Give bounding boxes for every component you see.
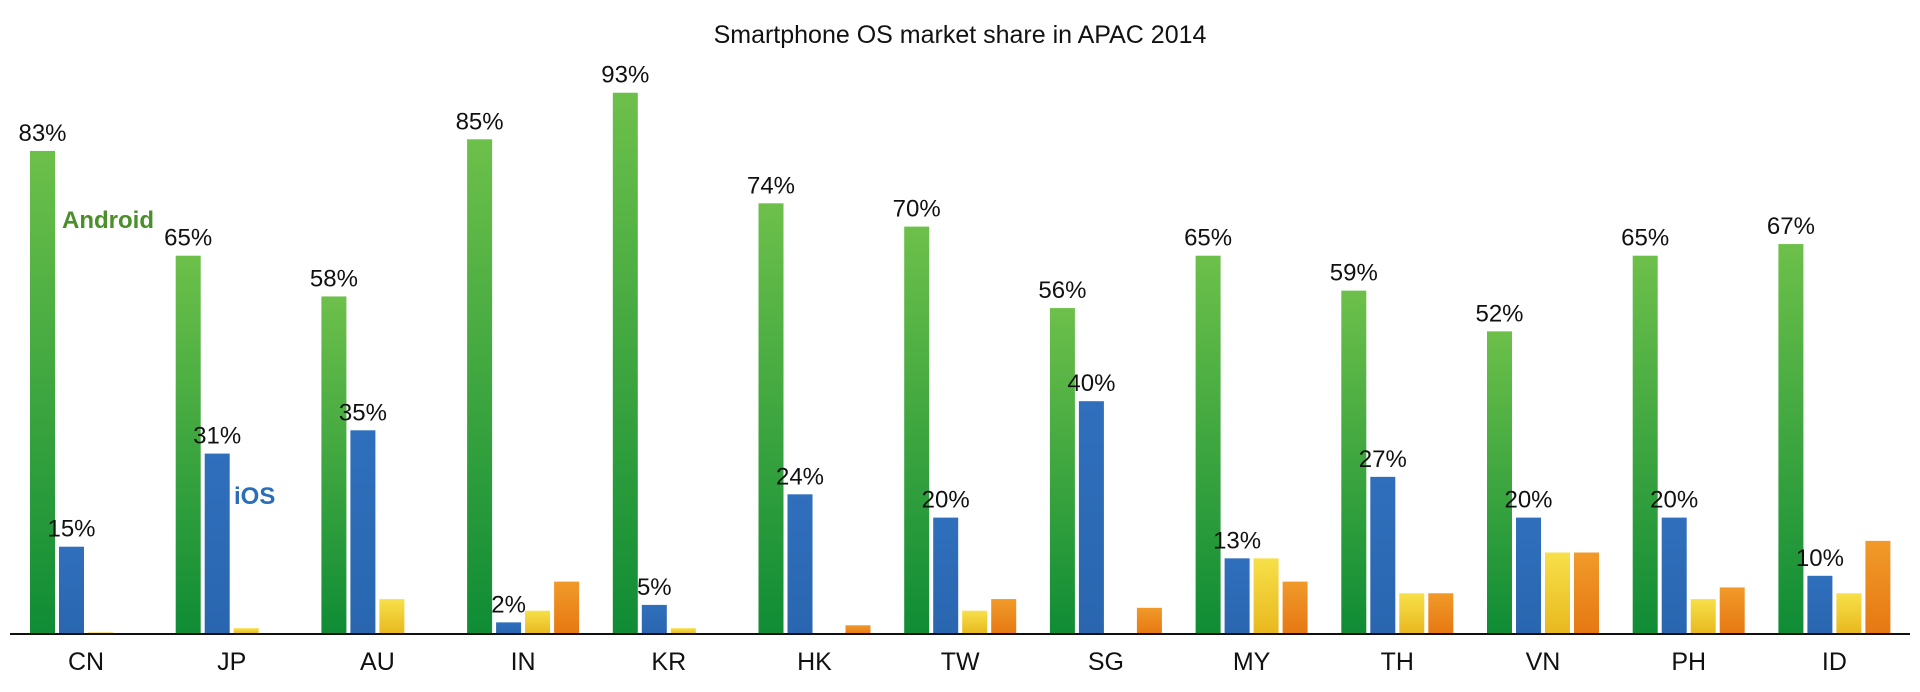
x-tick-labels-layer: CN JP AU IN KR HK TW SG MY TH VN PH ID [68, 648, 1847, 676]
bar-ios-id [1807, 575, 1833, 634]
x-tick-in: IN [511, 648, 536, 676]
x-tick-cn: CN [68, 648, 104, 676]
bar-ios-cn [59, 546, 84, 634]
data-label-ios-cn: 15% [47, 516, 95, 543]
bar-android-kr [612, 92, 638, 635]
bar-other-yellow-th [1399, 593, 1425, 634]
annotation-ios: iOS [234, 483, 275, 510]
x-tick-ph: PH [1671, 648, 1706, 676]
data-label-android-my: 65% [1184, 225, 1232, 252]
x-tick-kr: KR [651, 648, 686, 676]
series-annotations-layer: Android iOS [62, 207, 275, 510]
bar-other-yellow-id [1836, 593, 1862, 634]
bar-other-orange-tw [991, 599, 1017, 634]
data-label-android-id: 67% [1767, 213, 1815, 240]
data-label-android-ph: 65% [1621, 225, 1669, 252]
bar-ios-hk [787, 494, 813, 634]
bar-other-orange-hk [845, 625, 871, 634]
data-label-android-tw: 70% [893, 196, 941, 223]
bar-other-orange-sg [1136, 607, 1162, 634]
bar-other-yellow-jp [233, 628, 259, 634]
bar-other-yellow-ph [1690, 599, 1716, 634]
bar-ios-tw [933, 517, 959, 634]
x-tick-tw: TW [941, 648, 980, 676]
bar-other-orange-vn [1574, 552, 1599, 634]
bar-other-orange-my [1282, 581, 1308, 634]
bar-android-id [1778, 244, 1804, 634]
bar-other-yellow-my [1253, 558, 1279, 634]
x-tick-sg: SG [1088, 648, 1124, 676]
x-tick-vn: VN [1526, 648, 1561, 676]
data-label-android-cn: 83% [18, 120, 66, 147]
bar-ios-my [1224, 558, 1250, 634]
bar-android-hk [758, 203, 784, 634]
bar-ios-in [496, 622, 522, 634]
x-tick-au: AU [360, 648, 395, 676]
data-label-ios-tw: 20% [922, 487, 970, 514]
data-label-android-kr: 93% [601, 62, 649, 89]
data-label-ios-vn: 20% [1504, 487, 1552, 514]
data-label-android-in: 85% [456, 108, 504, 135]
bar-android-cn [30, 150, 55, 634]
data-label-android-au: 58% [310, 265, 358, 292]
data-label-android-th: 59% [1330, 260, 1378, 287]
data-label-android-vn: 52% [1475, 300, 1523, 327]
data-label-ios-my: 13% [1213, 527, 1261, 554]
data-label-ios-sg: 40% [1067, 370, 1115, 397]
chart-title: Smartphone OS market share in APAC 2014 [714, 21, 1207, 49]
x-tick-my: MY [1233, 648, 1271, 676]
bar-android-in [467, 139, 493, 635]
data-label-ios-ph: 20% [1650, 487, 1698, 514]
bar-other-yellow-in [525, 610, 551, 634]
bar-ios-th [1370, 476, 1396, 634]
bar-ios-vn [1516, 517, 1541, 634]
bar-ios-ph [1661, 517, 1687, 634]
bar-android-vn [1487, 331, 1512, 634]
data-label-android-jp: 65% [164, 225, 212, 252]
data-label-ios-id: 10% [1796, 545, 1844, 572]
data-label-android-sg: 56% [1038, 277, 1086, 304]
bar-ios-jp [204, 453, 230, 634]
data-labels-layer: 83% 65% 58% 85% 93% 74% 70% 56% 65% 59% 52% 65% 67% 1… [18, 62, 1843, 619]
x-tick-jp: JP [217, 648, 246, 676]
bar-android-ph [1632, 255, 1658, 634]
x-tick-th: TH [1381, 648, 1414, 676]
bar-android-tw [904, 226, 930, 634]
data-label-ios-in: 2% [491, 591, 526, 618]
bar-other-orange-ph [1719, 587, 1745, 634]
bar-other-orange-th [1428, 593, 1454, 634]
bar-other-orange-in [554, 581, 580, 634]
bar-android-jp [175, 255, 201, 634]
data-label-ios-au: 35% [339, 399, 387, 426]
bar-ios-sg [1078, 401, 1104, 634]
bar-android-sg [1049, 308, 1075, 634]
annotation-android: Android [62, 207, 154, 234]
data-label-android-hk: 74% [747, 172, 795, 199]
bar-android-th [1341, 290, 1367, 634]
data-label-ios-jp: 31% [193, 423, 241, 450]
data-label-ios-th: 27% [1359, 446, 1407, 473]
bar-other-yellow-kr [670, 628, 696, 634]
bar-other-yellow-au [379, 599, 405, 634]
bar-android-my [1195, 255, 1221, 634]
bar-other-yellow-vn [1545, 552, 1570, 634]
bars-layer [30, 92, 1891, 635]
x-tick-id: ID [1822, 648, 1847, 676]
bar-ios-au [350, 430, 376, 634]
bar-other-orange-id [1865, 540, 1891, 634]
data-label-ios-kr: 5% [637, 574, 672, 601]
data-label-ios-hk: 24% [776, 463, 824, 490]
bar-android-au [321, 296, 347, 634]
x-tick-hk: HK [797, 648, 832, 676]
bar-ios-kr [641, 604, 667, 634]
bar-other-yellow-tw [962, 610, 988, 634]
